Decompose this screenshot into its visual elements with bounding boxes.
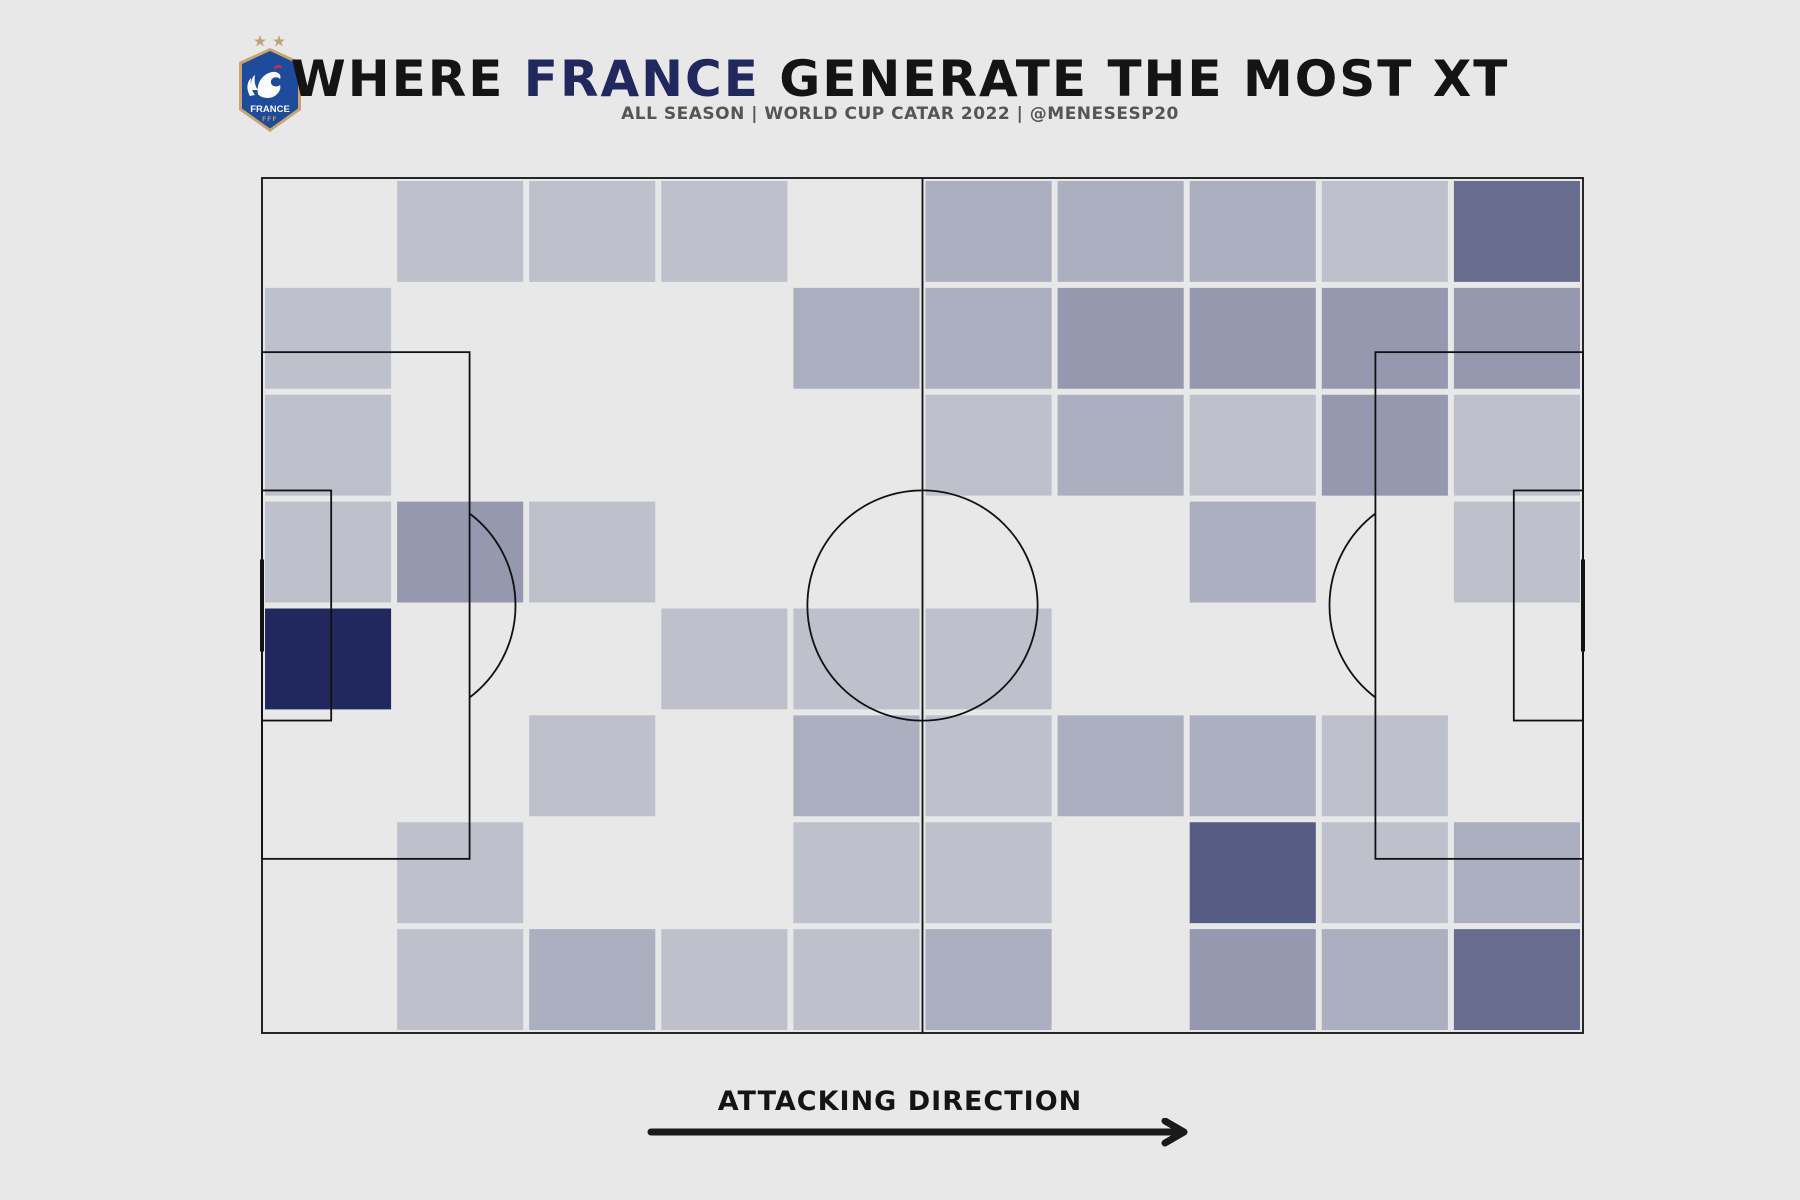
heatmap-cell	[529, 501, 656, 603]
heatmap-cell	[1453, 929, 1580, 1030]
heatmap-cell	[793, 822, 920, 924]
rooster-icon	[247, 64, 282, 98]
heatmap-cell	[1189, 287, 1316, 389]
heatmap-cell	[793, 287, 920, 389]
logo-text: FRANCE	[250, 104, 290, 115]
heatmap-cell	[793, 715, 920, 817]
heatmap-cell	[1453, 287, 1580, 389]
heatmap-cell	[529, 929, 656, 1030]
heatmap-cell	[1189, 822, 1316, 924]
heatmap-cell	[265, 608, 392, 710]
heatmap-cell	[1453, 822, 1580, 924]
heatmap-cell	[265, 501, 392, 603]
heatmap-cell	[1321, 715, 1448, 817]
chart-title: WHERE FRANCE GENERATE THE MOST XT	[0, 50, 1800, 108]
heatmap-cell	[661, 608, 788, 710]
title-highlight-team: FRANCE	[523, 50, 760, 108]
heatmap-cell	[265, 287, 392, 389]
penalty-arc-right	[1328, 512, 1376, 699]
logo-subtext: FFF	[262, 117, 278, 123]
heatmap-cells	[265, 181, 1580, 1030]
heatmap-cell	[529, 181, 656, 282]
heatmap-cell	[661, 181, 788, 282]
heatmap-cell	[529, 715, 656, 817]
star-icon	[254, 35, 266, 47]
heatmap-cell	[265, 394, 392, 496]
heatmap-cell	[1321, 822, 1448, 924]
heatmap-cell	[925, 181, 1052, 282]
pitch-markings	[260, 177, 1585, 1034]
heatmap-cell	[925, 929, 1052, 1030]
heatmap-cell	[925, 608, 1052, 710]
heatmap-cell	[1057, 715, 1184, 817]
heatmap-cell	[925, 287, 1052, 389]
heatmap-cell	[1189, 181, 1316, 282]
heatmap-cell	[1321, 929, 1448, 1030]
heatmap-cell	[1453, 501, 1580, 603]
heatmap-cell	[397, 822, 524, 924]
arrow-right-icon	[647, 1118, 1188, 1147]
heatmap-cell	[661, 929, 788, 1030]
star-icon	[273, 35, 285, 47]
heatmap-cell	[1057, 394, 1184, 496]
attacking-direction-label: ATTACKING DIRECTION	[717, 1086, 1083, 1117]
heatmap-cell	[793, 608, 920, 710]
heatmap-cell	[1453, 181, 1580, 282]
heatmap-cell	[1321, 287, 1448, 389]
heatmap-cell	[925, 715, 1052, 817]
heatmap-cell	[1321, 181, 1448, 282]
title-prefix: WHERE	[290, 50, 524, 108]
heatmap-cell	[1453, 394, 1580, 496]
heatmap-cell	[1189, 715, 1316, 817]
title-suffix: GENERATE THE MOST XT	[759, 50, 1510, 108]
heatmap-cell	[1189, 501, 1316, 603]
heatmap-cell	[397, 181, 524, 282]
heatmap-cell	[397, 501, 524, 603]
chart-subtitle: ALL SEASON | WORLD CUP CATAR 2022 | @MEN…	[621, 104, 1179, 124]
heatmap-cell	[793, 929, 920, 1030]
center-circle	[806, 489, 1039, 722]
heatmap-cell	[1057, 287, 1184, 389]
france-federation-logo: FRANCE FFF	[239, 35, 301, 132]
heatmap-cell	[1321, 394, 1448, 496]
heatmap-cell	[1057, 181, 1184, 282]
heatmap-cell	[1189, 394, 1316, 496]
heatmap-cell	[925, 394, 1052, 496]
heatmap-cell	[397, 929, 524, 1030]
heatmap-cell	[925, 822, 1052, 924]
penalty-arc-left	[469, 512, 517, 699]
heatmap-cell	[1189, 929, 1316, 1030]
